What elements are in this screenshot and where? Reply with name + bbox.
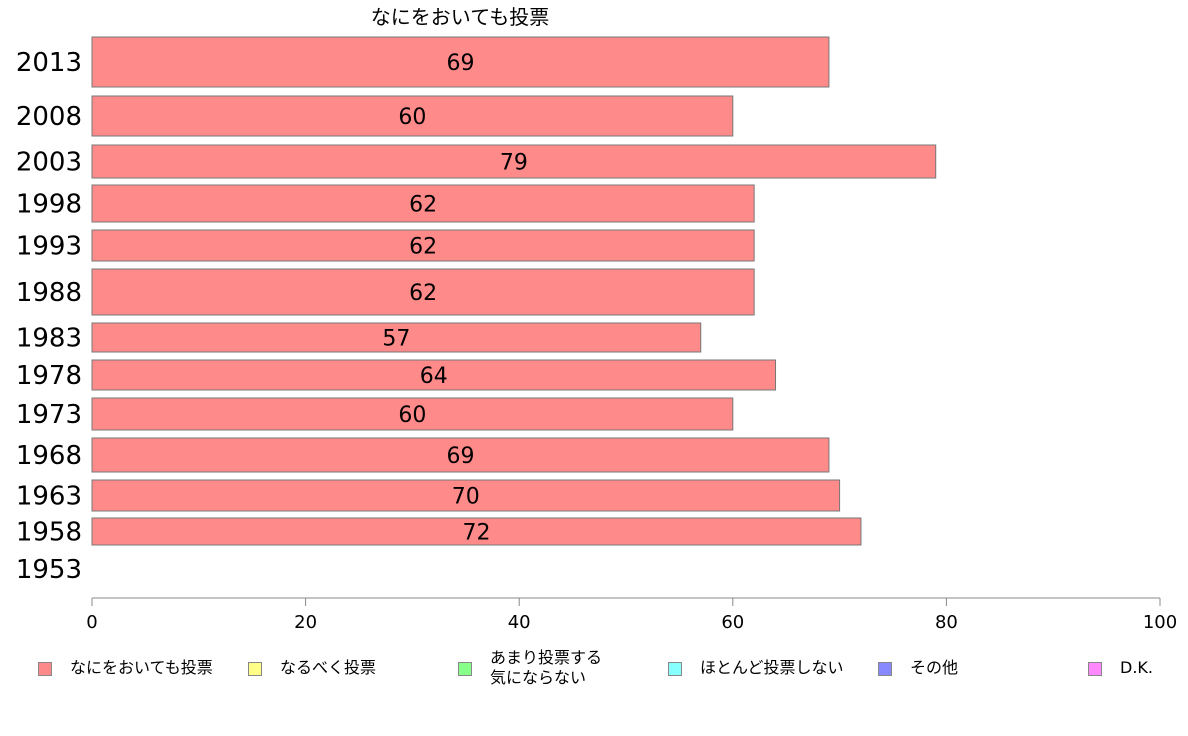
bar [91,268,755,316]
value-label: 64 [420,364,448,389]
value-label: 62 [409,193,437,218]
bar [91,184,755,223]
legend-item: なにをおいても投票 [38,658,213,678]
value-label: 62 [409,235,437,260]
year-label: 1953 [16,555,82,585]
x-axis: 0 20 40 60 80 100 [86,597,1177,633]
bar [91,397,734,431]
bar [91,437,830,473]
value-label: 62 [409,281,437,306]
x-tick-label: 60 [721,612,744,633]
x-tick-label: 100 [1143,612,1177,633]
legend-swatch [458,662,472,676]
legend-swatch [248,662,262,676]
year-label: 1973 [16,400,82,430]
bar [91,229,755,262]
value-label: 69 [446,51,474,76]
legend-swatch [1088,662,1102,676]
value-label: 79 [500,151,528,176]
legend-item: ほとんど投票しない [668,658,844,678]
legend-item: D.K. [1088,658,1153,678]
x-tick-label: 0 [86,612,97,633]
year-label: 1983 [16,324,82,354]
bar [91,479,841,512]
year-label: 1958 [16,518,82,548]
value-label: 60 [398,403,426,428]
legend-label: なにをおいても投票 [70,658,213,677]
value-label: 70 [452,485,480,510]
year-label: 2013 [16,48,82,78]
value-label: 69 [446,444,474,469]
legend-item: その他 [878,658,958,678]
legend-swatch [38,662,52,676]
bar [91,517,862,546]
legend-item: あまり投票する 気にならない [458,648,602,688]
bar [91,359,777,391]
bar [91,36,830,88]
legend-item: なるべく投票 [248,658,376,678]
year-label: 2003 [16,148,82,178]
legend-label: あまり投票する 気にならない [490,648,603,687]
year-label: 1993 [16,232,82,262]
bar [91,144,937,179]
year-label: 1963 [16,482,82,512]
year-labels: 2013 2008 2003 1998 1993 1988 1983 1978 1973 1968… [16,48,82,585]
x-tick-label: 40 [508,612,531,633]
legend-label: ほとんど投票しない [700,658,844,677]
bars: 69 60 79 62 62 62 57 64 60 69 70 72 [91,36,937,546]
year-label: 1998 [16,190,82,220]
x-tick-label: 80 [935,612,958,633]
value-label: 60 [398,105,426,130]
year-label: 2008 [16,102,82,132]
legend-label: その他 [910,658,959,677]
chart-title: なにをおいても投票 [371,5,549,29]
value-label: 72 [462,521,490,546]
year-label: 1978 [16,361,82,391]
legend-label: D.K. [1120,658,1153,677]
legend-swatch [878,662,892,676]
bar [91,322,702,353]
bar [91,95,734,137]
value-label: 57 [382,327,410,352]
year-label: 1968 [16,441,82,471]
legend-label: なるべく投票 [280,658,377,677]
year-label: 1988 [16,278,82,308]
legend-swatch [668,662,682,676]
x-tick-label: 20 [294,612,317,633]
